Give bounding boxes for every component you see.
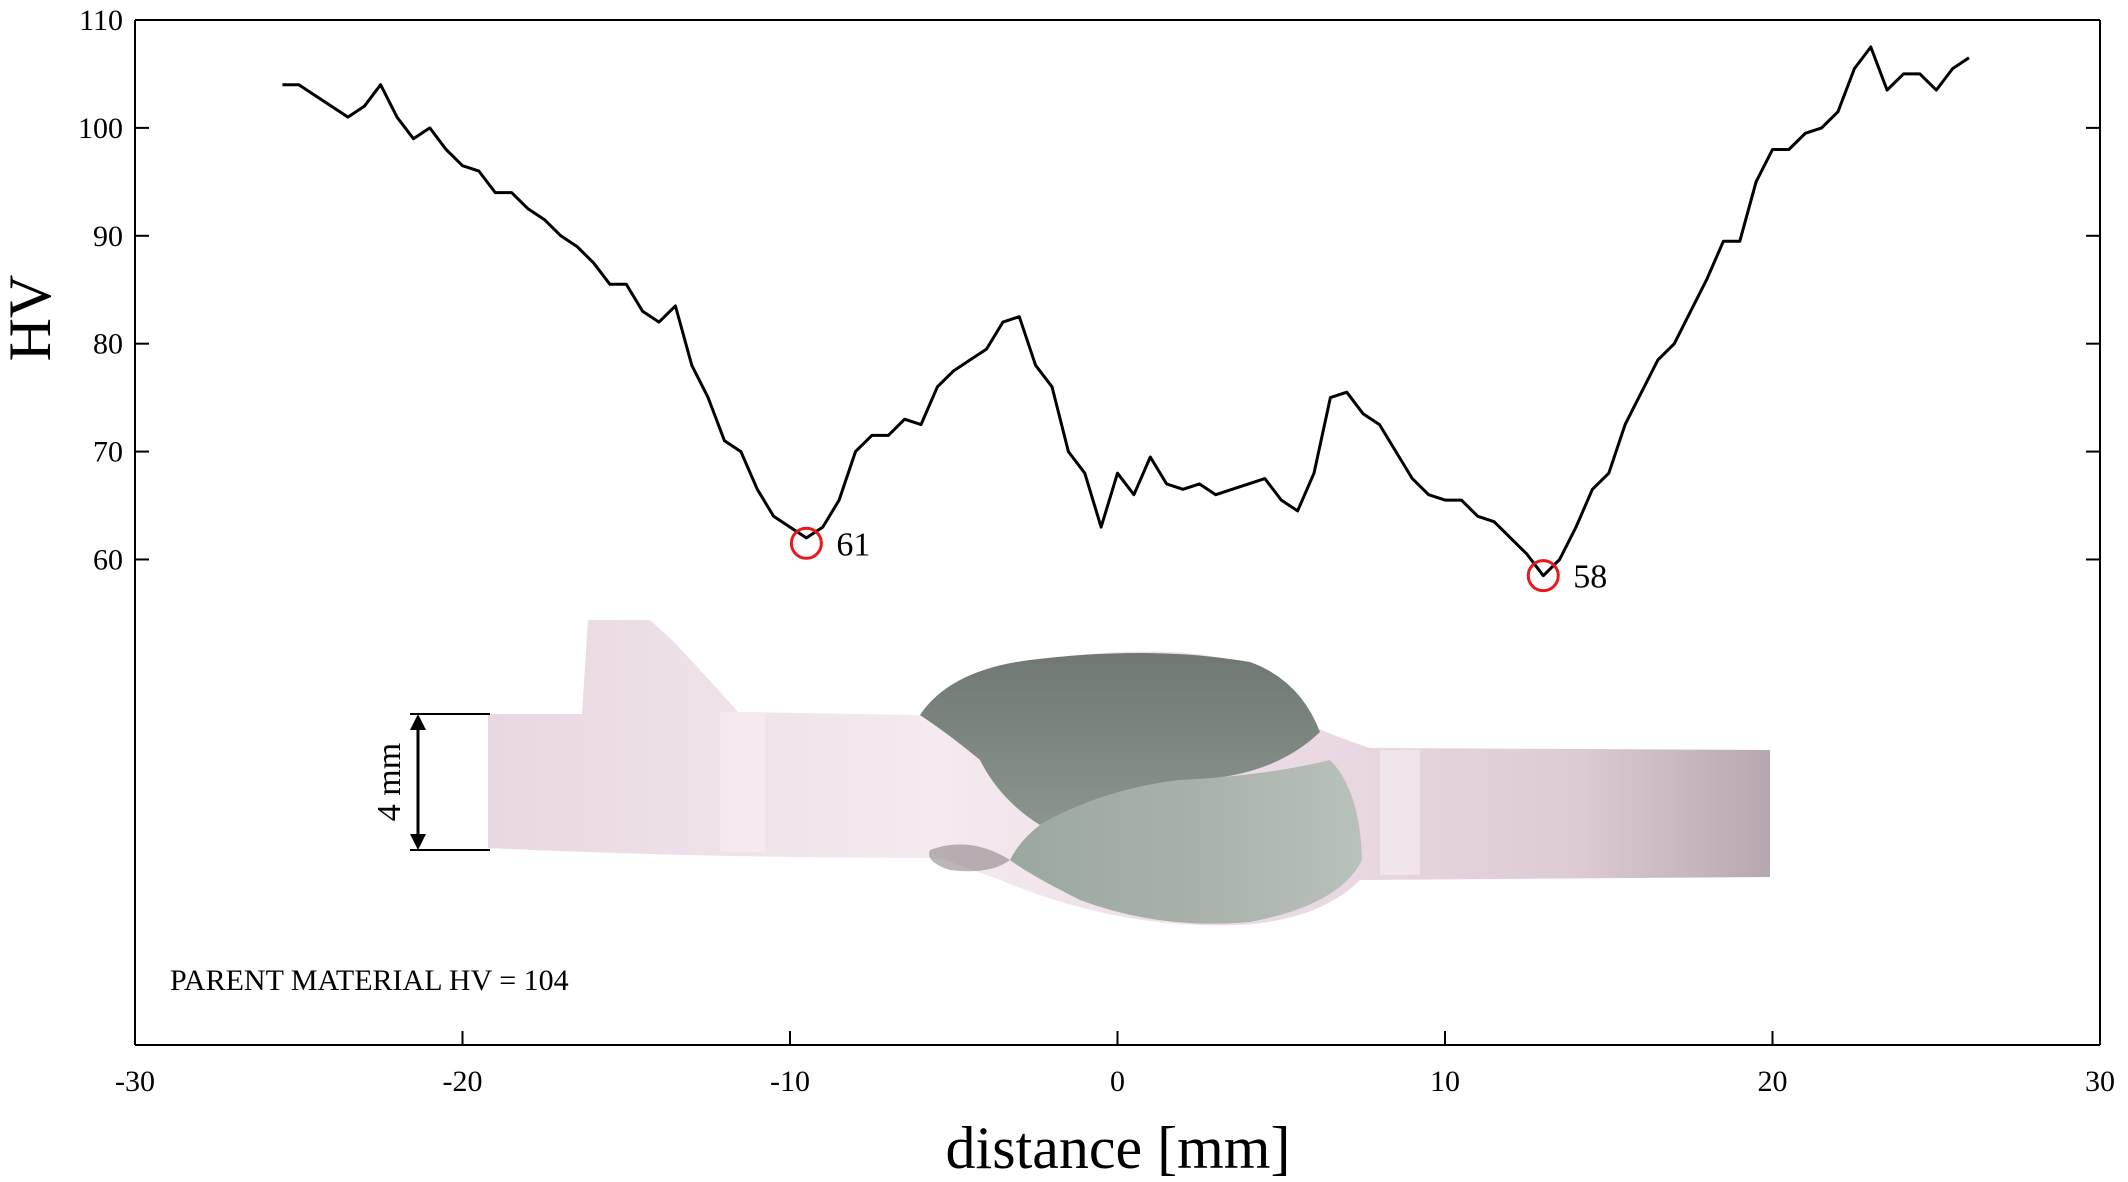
x-tick-label-3: 0	[1110, 1065, 1125, 1098]
min-label-1: 58	[1573, 559, 1607, 596]
x-tick-label-5: 20	[1758, 1065, 1788, 1098]
dimension-label: 4 mm	[371, 743, 408, 821]
min-marker-0	[789, 526, 823, 560]
x-axis-title: distance [mm]	[946, 1115, 1291, 1181]
y-tick-label-5: 110	[79, 4, 123, 37]
y-tick-label-3: 90	[93, 220, 123, 253]
min-marker-1	[1526, 559, 1560, 593]
x-tick-label-6: 30	[2085, 1065, 2115, 1098]
x-tick-label-0: -30	[115, 1065, 155, 1098]
min-label-0: 61	[836, 526, 870, 563]
series-line-0	[282, 45, 1970, 578]
y-tick-label-4: 100	[78, 112, 123, 145]
x-tick-label-2: -10	[770, 1065, 810, 1098]
parent-material-note: PARENT MATERIAL HV = 104	[170, 964, 569, 997]
y-tick-label-2: 80	[93, 328, 123, 361]
x-tick-label-4: 10	[1430, 1065, 1460, 1098]
axis-ticks: -30 -20 -10 0 10 20 30 60 70 80 90 100 110	[78, 4, 2115, 1098]
series-layer	[282, 45, 1970, 578]
y-tick-label-1: 70	[93, 436, 123, 469]
annotation-layer: 61 58	[789, 526, 1607, 596]
y-tick-label-0: 60	[93, 543, 123, 576]
x-tick-label-1: -20	[443, 1065, 483, 1098]
y-axis-title: HV	[0, 275, 63, 362]
dimension-marker-4mm: 4 mm	[371, 713, 490, 851]
weld-cross-section-image	[488, 620, 1770, 926]
